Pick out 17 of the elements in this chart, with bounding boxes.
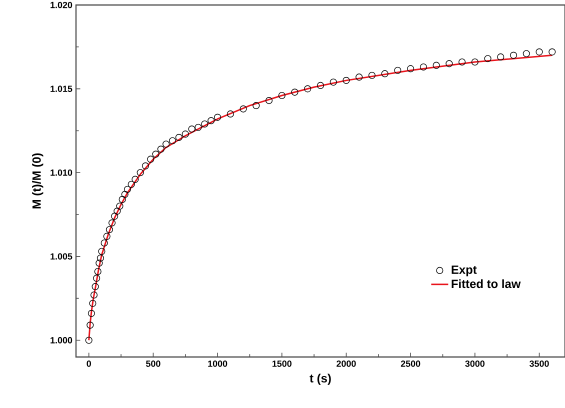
x-tick-label: 1000 [208, 360, 228, 367]
x-tick-label: 2500 [400, 360, 420, 367]
y-tick-label: 1.020 [50, 2, 72, 8]
x-tick-label: 500 [146, 360, 160, 367]
x-tick-label: 0 [86, 360, 91, 367]
x-tick-label: 1500 [272, 360, 292, 367]
x-tick-label: 3500 [529, 360, 549, 367]
y-axis-title: M (t)/M (0) [32, 153, 44, 208]
x-tick-label: 3000 [465, 360, 485, 367]
legend-label: Fitted to law [452, 279, 521, 288]
y-tick-label: 1.010 [50, 169, 72, 176]
legend-label: Expt [452, 266, 477, 276]
y-tick-label: 1.000 [50, 337, 72, 344]
x-tick-label: 2000 [336, 360, 356, 367]
y-tick-label: 1.005 [50, 253, 72, 260]
y-tick-label: 1.015 [50, 86, 72, 92]
x-axis-title: t (s) [310, 374, 331, 385]
